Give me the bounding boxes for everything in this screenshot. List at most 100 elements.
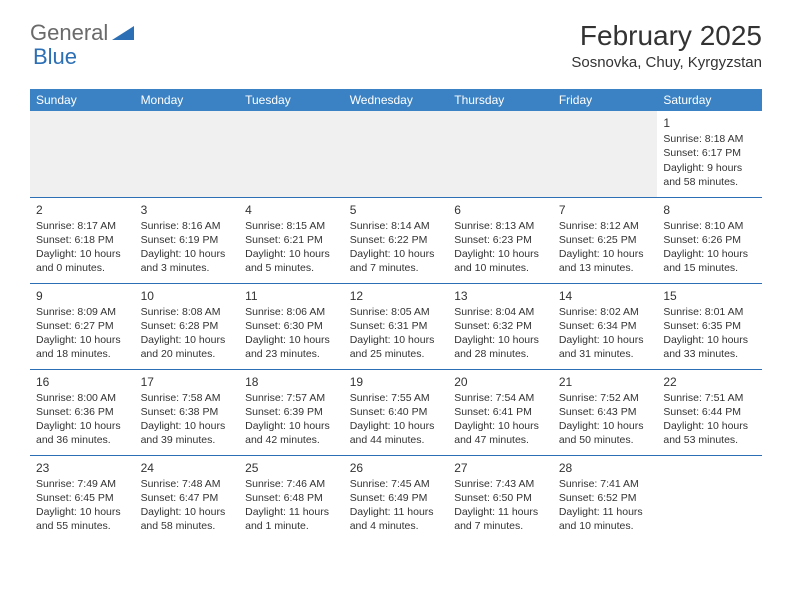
day-detail: and 50 minutes. (559, 433, 652, 447)
day-header: Saturday (657, 89, 762, 111)
day-number: 26 (350, 460, 443, 476)
day-detail: Sunrise: 8:17 AM (36, 219, 129, 233)
day-detail: Sunset: 6:45 PM (36, 491, 129, 505)
calendar-day: 7Sunrise: 8:12 AMSunset: 6:25 PMDaylight… (553, 197, 658, 283)
day-detail: Sunset: 6:18 PM (36, 233, 129, 247)
day-detail: Sunrise: 8:05 AM (350, 305, 443, 319)
day-detail: Sunset: 6:47 PM (141, 491, 234, 505)
calendar-table: SundayMondayTuesdayWednesdayThursdayFrid… (30, 89, 762, 541)
day-header: Sunday (30, 89, 135, 111)
title-block: February 2025 Sosnovka, Chuy, Kyrgyzstan (571, 20, 762, 71)
calendar-day: 8Sunrise: 8:10 AMSunset: 6:26 PMDaylight… (657, 197, 762, 283)
calendar-empty (553, 111, 658, 197)
calendar-day: 11Sunrise: 8:06 AMSunset: 6:30 PMDayligh… (239, 283, 344, 369)
day-number: 9 (36, 288, 129, 304)
day-detail: Sunrise: 7:57 AM (245, 391, 338, 405)
calendar-day: 20Sunrise: 7:54 AMSunset: 6:41 PMDayligh… (448, 369, 553, 455)
day-detail: Sunrise: 8:06 AM (245, 305, 338, 319)
day-detail: Daylight: 10 hours (559, 419, 652, 433)
day-detail: Sunrise: 8:04 AM (454, 305, 547, 319)
day-detail: Daylight: 11 hours (559, 505, 652, 519)
day-detail: Sunrise: 8:13 AM (454, 219, 547, 233)
day-number: 4 (245, 202, 338, 218)
calendar-empty (135, 111, 240, 197)
day-number: 5 (350, 202, 443, 218)
day-detail: Sunset: 6:26 PM (663, 233, 756, 247)
day-header: Friday (553, 89, 658, 111)
day-detail: Sunset: 6:32 PM (454, 319, 547, 333)
day-detail: Sunset: 6:44 PM (663, 405, 756, 419)
day-number: 13 (454, 288, 547, 304)
calendar-day: 13Sunrise: 8:04 AMSunset: 6:32 PMDayligh… (448, 283, 553, 369)
calendar-day: 12Sunrise: 8:05 AMSunset: 6:31 PMDayligh… (344, 283, 449, 369)
day-number: 12 (350, 288, 443, 304)
calendar-head: SundayMondayTuesdayWednesdayThursdayFrid… (30, 89, 762, 111)
day-detail: and 25 minutes. (350, 347, 443, 361)
day-detail: Daylight: 11 hours (245, 505, 338, 519)
day-detail: Daylight: 10 hours (350, 247, 443, 261)
calendar-week: 1Sunrise: 8:18 AMSunset: 6:17 PMDaylight… (30, 111, 762, 197)
calendar-day: 26Sunrise: 7:45 AMSunset: 6:49 PMDayligh… (344, 455, 449, 541)
calendar-day: 5Sunrise: 8:14 AMSunset: 6:22 PMDaylight… (344, 197, 449, 283)
day-detail: and 58 minutes. (663, 175, 756, 189)
day-detail: Sunset: 6:52 PM (559, 491, 652, 505)
day-detail: Daylight: 10 hours (559, 247, 652, 261)
day-number: 15 (663, 288, 756, 304)
day-detail: Sunrise: 8:08 AM (141, 305, 234, 319)
calendar-day: 15Sunrise: 8:01 AMSunset: 6:35 PMDayligh… (657, 283, 762, 369)
day-detail: Sunset: 6:39 PM (245, 405, 338, 419)
day-number: 11 (245, 288, 338, 304)
day-detail: Sunrise: 7:58 AM (141, 391, 234, 405)
day-detail: and 47 minutes. (454, 433, 547, 447)
day-number: 8 (663, 202, 756, 218)
day-detail: Sunset: 6:49 PM (350, 491, 443, 505)
calendar-day: 27Sunrise: 7:43 AMSunset: 6:50 PMDayligh… (448, 455, 553, 541)
day-detail: Sunset: 6:21 PM (245, 233, 338, 247)
calendar-empty (239, 111, 344, 197)
calendar-day: 24Sunrise: 7:48 AMSunset: 6:47 PMDayligh… (135, 455, 240, 541)
logo-text-blue: Blue (33, 44, 77, 69)
day-detail: Daylight: 9 hours (663, 161, 756, 175)
day-detail: Sunrise: 8:02 AM (559, 305, 652, 319)
day-detail: Sunrise: 8:14 AM (350, 219, 443, 233)
header: General February 2025 Sosnovka, Chuy, Ky… (0, 0, 792, 81)
calendar-empty (30, 111, 135, 197)
day-detail: and 44 minutes. (350, 433, 443, 447)
day-detail: and 36 minutes. (36, 433, 129, 447)
day-detail: Sunrise: 8:12 AM (559, 219, 652, 233)
day-detail: Daylight: 10 hours (245, 419, 338, 433)
day-detail: and 33 minutes. (663, 347, 756, 361)
day-detail: Sunrise: 7:45 AM (350, 477, 443, 491)
day-detail: Daylight: 10 hours (454, 333, 547, 347)
day-detail: Sunrise: 7:49 AM (36, 477, 129, 491)
day-detail: Sunrise: 8:01 AM (663, 305, 756, 319)
calendar-empty (657, 455, 762, 541)
day-detail: Sunset: 6:28 PM (141, 319, 234, 333)
title-location: Sosnovka, Chuy, Kyrgyzstan (571, 54, 762, 71)
calendar-week: 16Sunrise: 8:00 AMSunset: 6:36 PMDayligh… (30, 369, 762, 455)
calendar-day: 2Sunrise: 8:17 AMSunset: 6:18 PMDaylight… (30, 197, 135, 283)
day-number: 16 (36, 374, 129, 390)
day-detail: Sunset: 6:31 PM (350, 319, 443, 333)
calendar-week: 9Sunrise: 8:09 AMSunset: 6:27 PMDaylight… (30, 283, 762, 369)
day-detail: Sunset: 6:50 PM (454, 491, 547, 505)
calendar-day: 3Sunrise: 8:16 AMSunset: 6:19 PMDaylight… (135, 197, 240, 283)
day-detail: Daylight: 10 hours (245, 333, 338, 347)
day-detail: Sunset: 6:35 PM (663, 319, 756, 333)
day-detail: Sunrise: 7:41 AM (559, 477, 652, 491)
day-detail: and 18 minutes. (36, 347, 129, 361)
day-detail: Daylight: 10 hours (36, 419, 129, 433)
day-header: Thursday (448, 89, 553, 111)
day-detail: Daylight: 10 hours (36, 505, 129, 519)
day-detail: Sunset: 6:23 PM (454, 233, 547, 247)
day-detail: Sunrise: 8:15 AM (245, 219, 338, 233)
day-detail: Sunrise: 7:52 AM (559, 391, 652, 405)
day-number: 20 (454, 374, 547, 390)
day-detail: Daylight: 10 hours (663, 247, 756, 261)
calendar-day: 19Sunrise: 7:55 AMSunset: 6:40 PMDayligh… (344, 369, 449, 455)
day-detail: and 23 minutes. (245, 347, 338, 361)
calendar-day: 10Sunrise: 8:08 AMSunset: 6:28 PMDayligh… (135, 283, 240, 369)
day-detail: and 0 minutes. (36, 261, 129, 275)
day-number: 6 (454, 202, 547, 218)
day-detail: Daylight: 10 hours (454, 247, 547, 261)
